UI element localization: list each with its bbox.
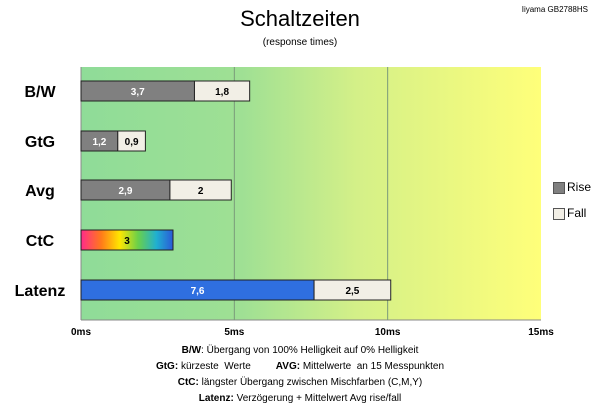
bar-rise: [80, 229, 174, 251]
x-tick-label: 10ms: [375, 327, 401, 338]
bar-rise-label: 3: [124, 236, 130, 247]
category-label: Avg: [25, 183, 55, 200]
note-gtg-avg: GtG: kürzeste Werte AVG: Mittelwerte an …: [155, 361, 445, 372]
category-label: Latenz: [15, 283, 66, 300]
monitor-model: Iiyama GB2788HS: [521, 5, 588, 14]
chart-notes: B/W: Übergang von 100% Helligkeit auf 0%…: [0, 343, 600, 407]
response-time-chart: 3,7 1,8 1,2 0,9 2,9 2 3 7,6 2,5 B/W GtG Avg CtC Late…: [15, 67, 554, 338]
legend-label-fall: Fall: [567, 206, 587, 220]
bar-fall-label: 1,8: [215, 87, 229, 98]
note-latenz: Latenz: Verzögerung + Mittelwert Avg ris…: [198, 393, 402, 404]
bar-fall-label: 2,5: [345, 286, 359, 297]
bar-rise-label: 2,9: [119, 186, 133, 197]
bar-rise-label: 3,7: [131, 87, 145, 98]
bar-rise-label: 7,6: [191, 286, 205, 297]
legend-swatch-fall: [553, 208, 565, 220]
legend-swatch-rise: [553, 182, 565, 194]
category-label: GtG: [25, 134, 55, 151]
bar-fall: [169, 179, 232, 201]
note-ctc: CtC: längster Übergang zwischen Mischfar…: [177, 377, 423, 388]
legend-label-rise: Rise: [567, 180, 592, 194]
chart-subtitle: (response times): [262, 37, 338, 48]
bar-fall-label: 0,9: [125, 137, 139, 148]
bar-fall: [117, 130, 146, 152]
bar-fall: [313, 279, 392, 301]
bar-fall-label: 2: [198, 186, 204, 197]
x-tick-label: 0ms: [71, 327, 91, 338]
note-bw: B/W: Übergang von 100% Helligkeit auf 0%…: [181, 345, 419, 356]
x-tick-label: 5ms: [224, 327, 244, 338]
bar-rise-label: 1,2: [92, 137, 106, 148]
bar-fall: [193, 80, 251, 102]
category-label: B/W: [24, 84, 56, 101]
chart-title: Schaltzeiten: [240, 6, 360, 31]
x-tick-label: 15ms: [528, 327, 554, 338]
category-label: CtC: [26, 233, 55, 250]
